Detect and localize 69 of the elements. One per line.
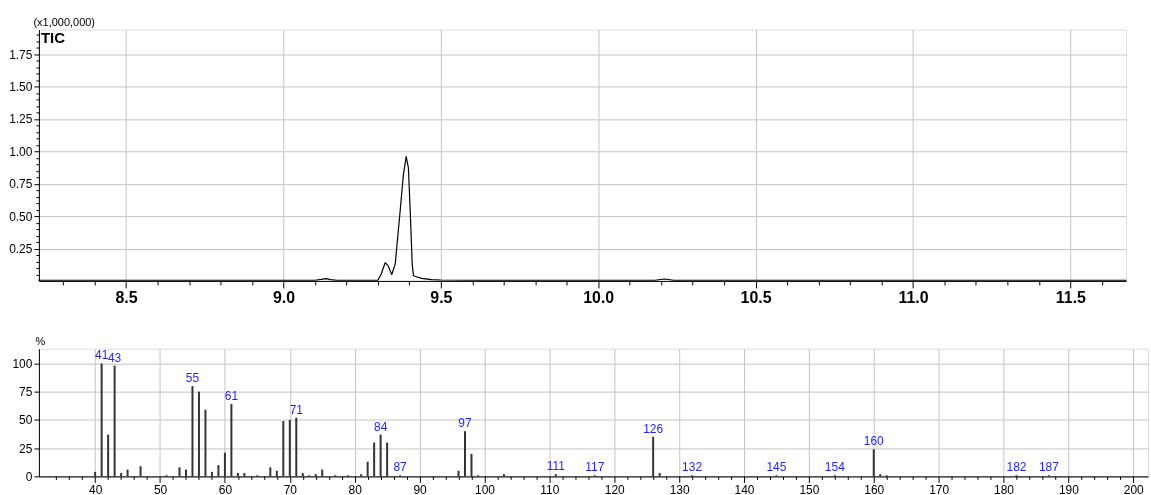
annotation: 160 (863, 434, 885, 449)
annotation: 41 (94, 348, 109, 363)
annotation: 145 (766, 460, 787, 475)
x-tick-label: 10.5 (740, 289, 772, 307)
x-tick-label: 60 (218, 482, 233, 495)
bar (191, 386, 194, 477)
y-tick-label: 25 (19, 441, 33, 456)
bar (107, 434, 110, 477)
bar (100, 363, 103, 477)
y-tick-label: 0.25 (9, 242, 33, 257)
bar (230, 404, 233, 477)
x-tick-label: 50 (153, 482, 168, 495)
y-tick-label: 0 (25, 469, 33, 484)
bar (223, 452, 226, 477)
bar (113, 365, 116, 477)
bar (470, 453, 473, 477)
x-tick-label: 170 (929, 482, 950, 495)
x-tick-label: 140 (734, 482, 755, 495)
annotation: 117 (585, 460, 605, 475)
annotation: 87 (393, 460, 408, 475)
x-tick-label: 200 (1123, 482, 1145, 495)
x-tick-label: 9.5 (430, 289, 453, 307)
annotation: 71 (289, 402, 304, 417)
chart-title: TIC (40, 28, 66, 46)
y-tick-label: 75 (19, 385, 33, 400)
bar (872, 449, 875, 477)
x-tick-label: 70 (283, 482, 298, 495)
x-tick-label: 9.0 (272, 289, 296, 307)
x-tick-label: 40 (88, 482, 103, 495)
x-tick-label: 150 (799, 482, 820, 495)
bar (197, 391, 200, 477)
y-axis-title: % (35, 335, 46, 348)
bar (282, 421, 285, 477)
annotation: 187 (1038, 460, 1060, 475)
annotation: 55 (185, 371, 200, 386)
x-tick-label: 8.5 (115, 289, 138, 307)
x-tick-label: 80 (348, 482, 363, 495)
y-axis-title: (x1,000,000) (33, 16, 96, 29)
y-tick-label: 1.00 (9, 144, 33, 159)
x-tick-label: 110 (540, 482, 560, 495)
x-tick-label: 120 (604, 482, 626, 495)
x-tick-label: 11.5 (1055, 289, 1087, 307)
annotation: 43 (107, 350, 122, 365)
bar (386, 442, 389, 477)
x-tick-label: 10.0 (583, 289, 615, 307)
y-tick-label: 1.25 (9, 112, 33, 127)
y-tick-label: 50 (19, 413, 33, 428)
annotation: 61 (224, 389, 239, 404)
x-tick-label: 11.0 (898, 289, 929, 307)
bar (275, 470, 278, 477)
annotation: 97 (458, 416, 472, 431)
x-tick-label: 100 (474, 482, 496, 495)
y-tick-label: 1.75 (9, 47, 33, 62)
x-tick-label: 180 (994, 482, 1015, 495)
x-tick-label: 190 (1058, 482, 1080, 495)
annotation: 126 (643, 421, 664, 436)
annotation: 182 (1006, 460, 1027, 475)
annotation: 84 (373, 419, 388, 434)
annotation: 132 (682, 460, 703, 475)
x-tick-label: 130 (669, 482, 690, 495)
y-tick-label: 100 (12, 356, 33, 371)
x-tick-label: 160 (864, 482, 885, 495)
annotation: 111 (546, 459, 566, 474)
y-tick-label: 0.75 (9, 177, 33, 192)
y-tick-label: 0.50 (9, 209, 33, 224)
x-tick-label: 90 (413, 482, 428, 495)
y-tick-label: 1.50 (9, 80, 33, 95)
annotation: 154 (824, 460, 846, 475)
bar (269, 467, 272, 477)
